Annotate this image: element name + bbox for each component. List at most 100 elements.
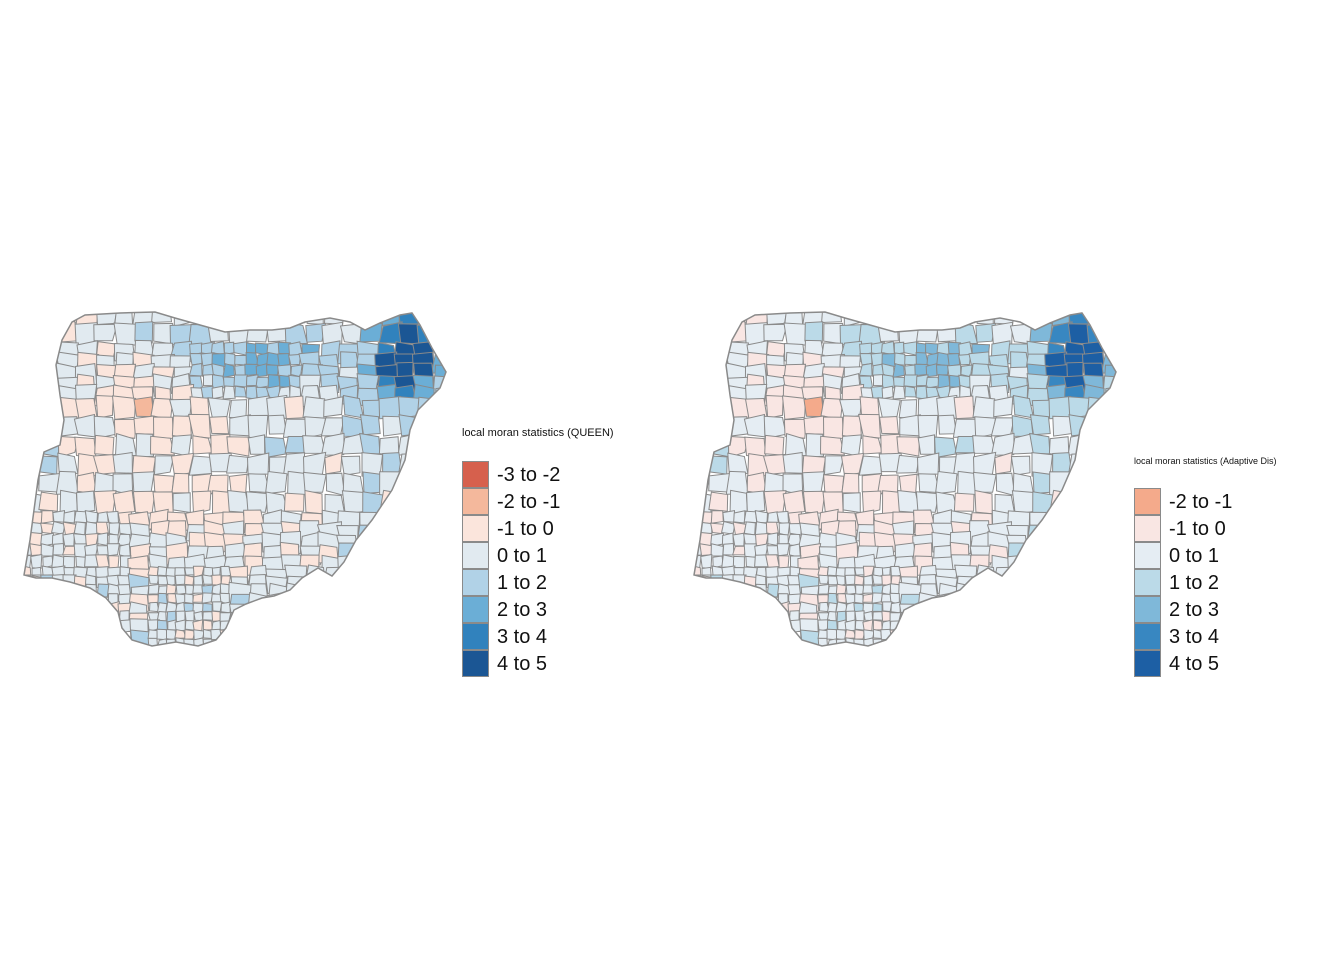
region-polygon [858, 455, 882, 476]
region-polygon [990, 432, 1015, 456]
region-polygon [899, 414, 921, 437]
region-polygon [279, 374, 291, 388]
region-polygon [835, 575, 846, 587]
region-polygon [818, 574, 830, 585]
region-polygon [55, 470, 79, 495]
region-polygon [212, 601, 223, 613]
region-polygon [880, 628, 892, 641]
legend-item: 0 to 1 [462, 542, 622, 569]
region-polygon [282, 418, 308, 438]
region-polygon [993, 566, 1018, 586]
legend-label: 1 to 2 [497, 572, 548, 594]
region-polygon [708, 491, 729, 512]
legend-item: -1 to 0 [462, 515, 622, 542]
region-polygon [802, 490, 826, 514]
legend-swatch [462, 650, 489, 677]
region-polygon [97, 532, 109, 547]
region-polygon [881, 385, 894, 400]
legend-item: 2 to 3 [1134, 596, 1294, 623]
region-polygon [1027, 531, 1050, 556]
region-polygon [700, 553, 713, 570]
region-polygon [133, 415, 156, 435]
region-polygon [947, 352, 961, 367]
region-polygon [733, 510, 746, 524]
region-polygon [993, 396, 1014, 418]
region-polygon [382, 415, 403, 437]
legend-swatch [462, 569, 489, 596]
region-polygon [835, 583, 847, 596]
region-polygon [233, 374, 248, 388]
region-polygon [1010, 455, 1031, 476]
legend-item: 0 to 1 [1134, 542, 1294, 569]
legend-swatch [462, 596, 489, 623]
region-polygon [854, 629, 866, 640]
region-polygon [694, 521, 702, 536]
region-polygon [229, 414, 251, 437]
region-polygon [62, 532, 76, 547]
legend-item: 4 to 5 [1134, 650, 1294, 677]
region-polygon [93, 323, 118, 342]
region-polygon [767, 532, 779, 547]
region-polygon [108, 522, 121, 537]
region-polygon [892, 363, 905, 379]
region-polygon [135, 433, 155, 459]
region-polygon [305, 322, 327, 343]
region-polygon [854, 593, 864, 605]
region-polygon [40, 510, 54, 524]
map-panel-queen: local moran statistics (QUEEN) -3 to -2 -… [23, 311, 622, 677]
region-polygon [247, 434, 266, 455]
region-polygon [903, 341, 918, 356]
region-polygon [854, 610, 865, 623]
region-polygon [861, 473, 883, 495]
region-polygon [863, 637, 875, 646]
region-polygon [727, 435, 750, 459]
region-polygon [153, 455, 175, 476]
region-polygon [247, 395, 270, 418]
region-polygon [1029, 322, 1053, 343]
region-polygon [916, 323, 940, 343]
legend-swatch [1134, 623, 1161, 650]
region-polygon [972, 396, 997, 419]
legend-label: -1 to 0 [497, 518, 554, 540]
region-polygon [844, 593, 857, 605]
region-polygon [972, 451, 997, 477]
region-polygon [73, 521, 86, 536]
region-polygon [764, 434, 785, 456]
region-polygon [188, 455, 212, 476]
region-polygon [1030, 312, 1055, 326]
region-polygon [949, 374, 961, 388]
region-polygon [246, 452, 270, 476]
region-polygon [40, 543, 54, 557]
region-polygon [934, 470, 958, 495]
region-polygon [863, 574, 874, 586]
region-polygon [210, 628, 222, 641]
region-polygon [916, 591, 939, 617]
region-polygon [191, 473, 213, 495]
region-polygon [152, 416, 174, 440]
region-polygon [957, 353, 971, 366]
region-polygon [234, 355, 248, 366]
region-polygon [706, 433, 730, 458]
region-polygon [879, 415, 900, 435]
region-polygon [743, 521, 756, 536]
region-polygon [73, 510, 88, 524]
region-polygon [94, 434, 115, 456]
region-polygon [819, 435, 846, 456]
region-polygon [788, 522, 802, 536]
region-polygon [925, 376, 941, 390]
region-polygon [106, 543, 120, 557]
region-polygon [881, 610, 891, 622]
legend-item: -1 to 0 [1134, 515, 1294, 542]
region-polygon [325, 472, 346, 497]
region-polygon [184, 593, 194, 605]
region-polygon [233, 341, 248, 356]
region-polygon [36, 433, 60, 458]
region-polygon [202, 619, 213, 631]
legend-label: 3 to 4 [497, 626, 548, 648]
region-polygon [954, 582, 979, 607]
region-polygon [234, 385, 247, 398]
region-polygon [57, 435, 80, 459]
region-polygon [870, 385, 884, 399]
region-polygon [93, 490, 117, 515]
region-polygon [754, 509, 769, 524]
